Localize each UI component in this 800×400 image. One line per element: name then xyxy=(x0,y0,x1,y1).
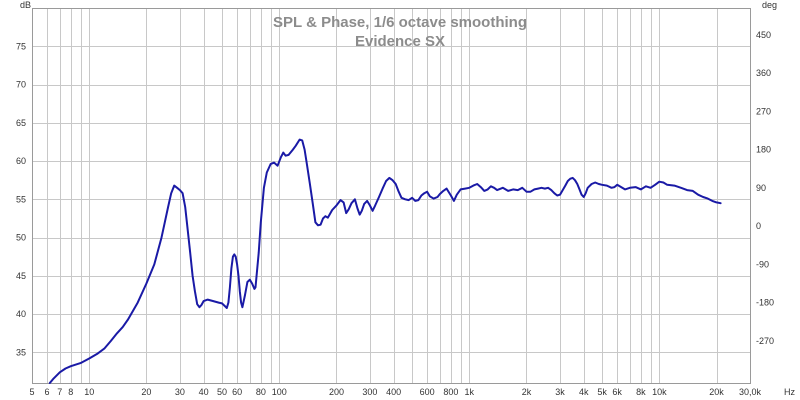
x-tick-label: 400 xyxy=(386,387,401,397)
x-tick-label: 10k xyxy=(652,387,667,397)
chart-title: SPL & Phase, 1/6 octave smoothing xyxy=(273,14,527,31)
y2-tick-label: -90 xyxy=(756,259,769,269)
x-tick-label: 800 xyxy=(443,387,458,397)
x-tick-label: 60 xyxy=(232,387,242,397)
tick-labels: 5 6 7 8 10 20 30 40 50 60 80 100 200 300 400 600 800 1k 2k… xyxy=(16,30,774,397)
y-tick-label: 50 xyxy=(16,233,26,243)
x-tick-label: 6k xyxy=(612,387,622,397)
y2-tick-label: 90 xyxy=(756,183,766,193)
x-tick-label: 20 xyxy=(141,387,151,397)
y-tick-label: 65 xyxy=(16,118,26,128)
grid xyxy=(32,8,750,383)
x-tick-label: 40 xyxy=(199,387,209,397)
y-tick-label: 45 xyxy=(16,271,26,281)
y-tick-label: 35 xyxy=(16,347,26,357)
x-axis-unit-label: Hz xyxy=(784,387,795,397)
y2-axis-unit-label: deg xyxy=(762,0,777,10)
y2-tick-label: 180 xyxy=(756,145,771,155)
x-tick-label: 100 xyxy=(272,387,287,397)
x-tick-label: 20k xyxy=(709,387,724,397)
y-tick-label: 70 xyxy=(16,80,26,90)
plot-frame xyxy=(32,8,751,384)
x-tick-label: 5 xyxy=(29,387,34,397)
x-tick-label: 7 xyxy=(57,387,62,397)
y2-tick-label: 0 xyxy=(756,221,761,231)
series-layer xyxy=(48,138,722,384)
y-tick-label: 60 xyxy=(16,156,26,166)
x-tick-label: 8 xyxy=(68,387,73,397)
x-tick-label: 1k xyxy=(465,387,475,397)
y-tick-label: 40 xyxy=(16,309,26,319)
x-tick-label: 8k xyxy=(636,387,646,397)
chart-subtitle: Evidence SX xyxy=(355,33,445,50)
x-tick-label: 300 xyxy=(362,387,377,397)
x-tick-label: 5k xyxy=(597,387,607,397)
x-tick-label: 50 xyxy=(217,387,227,397)
x-tick-label: 6 xyxy=(45,387,50,397)
y2-tick-label: 450 xyxy=(756,30,771,40)
y2-tick-label: -180 xyxy=(756,298,774,308)
x-tick-label: 10 xyxy=(84,387,94,397)
y-axis-unit-label: dB xyxy=(20,0,31,10)
y2-tick-label: 360 xyxy=(756,68,771,78)
y-tick-label: 55 xyxy=(16,194,26,204)
x-tick-label: 30 xyxy=(175,387,185,397)
x-tick-label: 2k xyxy=(522,387,532,397)
x-tick-label: 30,0k xyxy=(739,387,762,397)
x-tick-label: 4k xyxy=(579,387,589,397)
y2-tick-label: 270 xyxy=(756,106,771,116)
x-tick-label: 600 xyxy=(420,387,435,397)
x-tick-label: 3k xyxy=(555,387,565,397)
y-tick-label: 75 xyxy=(16,41,26,51)
x-tick-label: 200 xyxy=(329,387,344,397)
x-tick-label: 80 xyxy=(256,387,266,397)
spl-series-line xyxy=(48,138,722,384)
y2-tick-label: -270 xyxy=(756,336,774,346)
